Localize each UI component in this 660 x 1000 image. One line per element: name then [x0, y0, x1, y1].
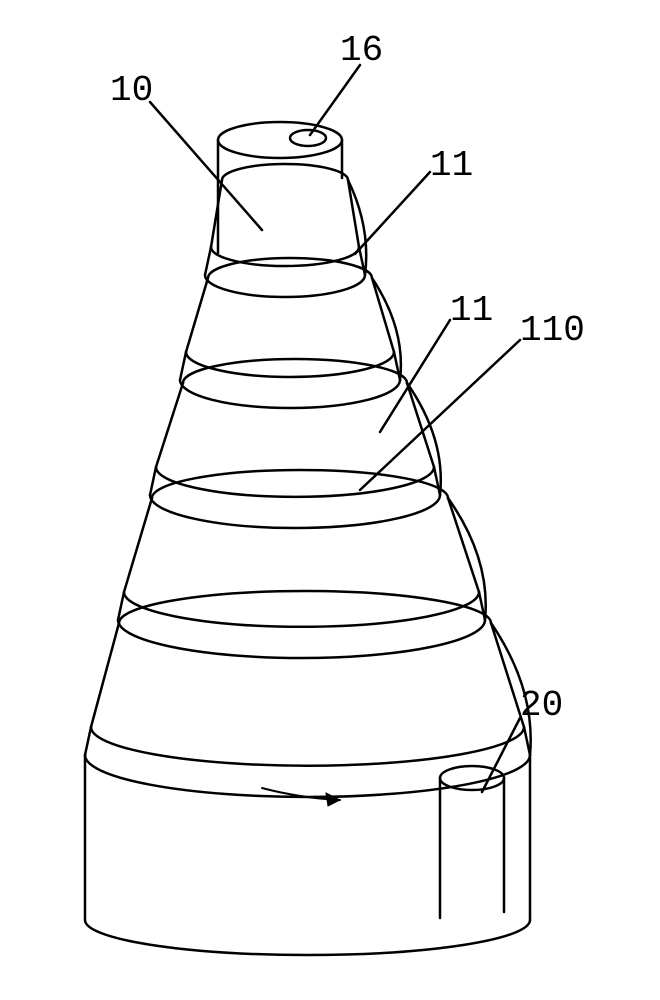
label-l11a: 11 [430, 145, 473, 186]
label-l110: 110 [520, 310, 585, 351]
label-l11b: 11 [450, 290, 493, 331]
label-l20: 20 [520, 685, 563, 726]
label-l10: 10 [110, 70, 153, 111]
label-l16: 16 [340, 30, 383, 71]
